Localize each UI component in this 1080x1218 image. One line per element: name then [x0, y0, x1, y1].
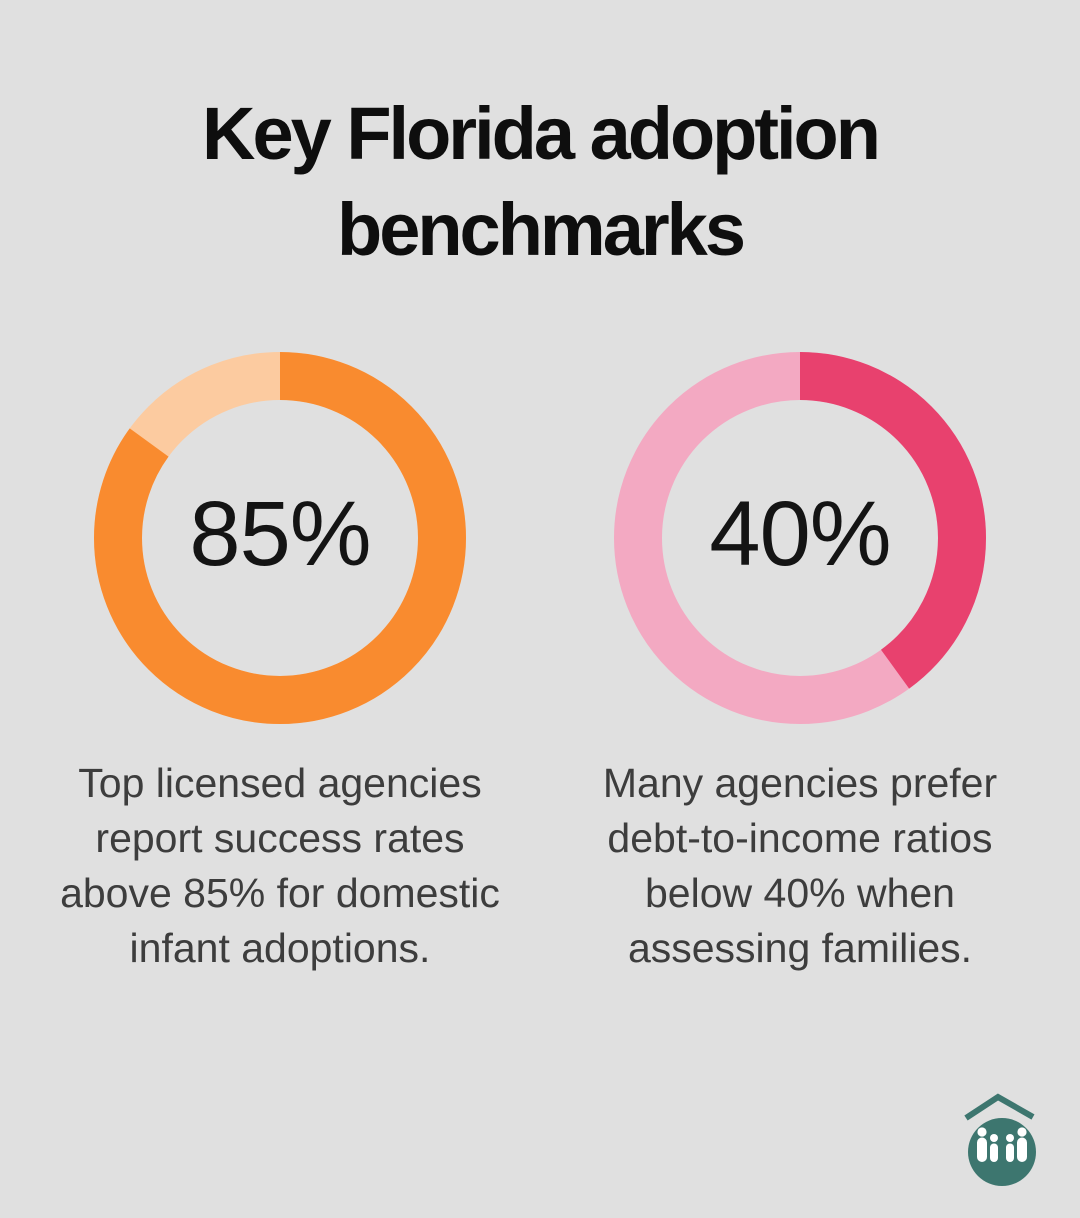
figure-body [977, 1137, 987, 1162]
benchmark-card-debt-to-income: 40% Many agencies prefer debt-to-income … [570, 348, 1030, 976]
page-title: Key Florida adoption benchmarks [0, 0, 1080, 278]
logo-svg [964, 1093, 1036, 1186]
caption-line: Many agencies prefer [602, 760, 998, 806]
roof-shape [964, 1093, 1035, 1121]
figure-head [977, 1127, 987, 1137]
donut-svg [94, 352, 466, 724]
figure-head [990, 1134, 998, 1142]
caption-line: below 40% when [645, 870, 955, 916]
family-under-roof-icon [958, 1090, 1046, 1194]
donut-value-label: 40% [709, 482, 891, 585]
figure-head [1017, 1127, 1027, 1137]
figure-body [990, 1143, 998, 1162]
caption-line: assessing families. [627, 925, 973, 971]
caption-line: above 85% for domestic [60, 870, 500, 916]
benchmarks-row: 85% Top licensed agencies report success… [0, 348, 1080, 976]
page-title-line-2: benchmarks [337, 188, 746, 271]
benchmark-card-success-rate: 85% Top licensed agencies report success… [50, 348, 510, 976]
figure-body [1017, 1137, 1027, 1162]
caption-line: debt-to-income ratios [607, 815, 993, 861]
figure-head [1006, 1134, 1014, 1142]
donut-svg [614, 352, 986, 724]
chart-caption-success-rate: Top licensed agencies report success rat… [60, 756, 500, 976]
caption-line: infant adoptions. [129, 925, 431, 971]
caption-line: report success rates [95, 815, 465, 861]
infographic: Key Florida adoption benchmarks 85% Top … [0, 0, 1080, 976]
donut-chart-success-rate: 85% [90, 348, 470, 728]
donut-value-label: 85% [189, 482, 371, 585]
donut-value-arc [614, 352, 986, 724]
donut-value-arc [94, 352, 466, 724]
chart-caption-debt-to-income: Many agencies prefer debt-to-income rati… [603, 756, 997, 976]
donut-chart-debt-to-income: 40% [610, 348, 990, 728]
figure-body [1006, 1143, 1014, 1162]
page-title-line-1: Key Florida adoption [202, 92, 881, 175]
caption-line: Top licensed agencies [78, 760, 482, 806]
